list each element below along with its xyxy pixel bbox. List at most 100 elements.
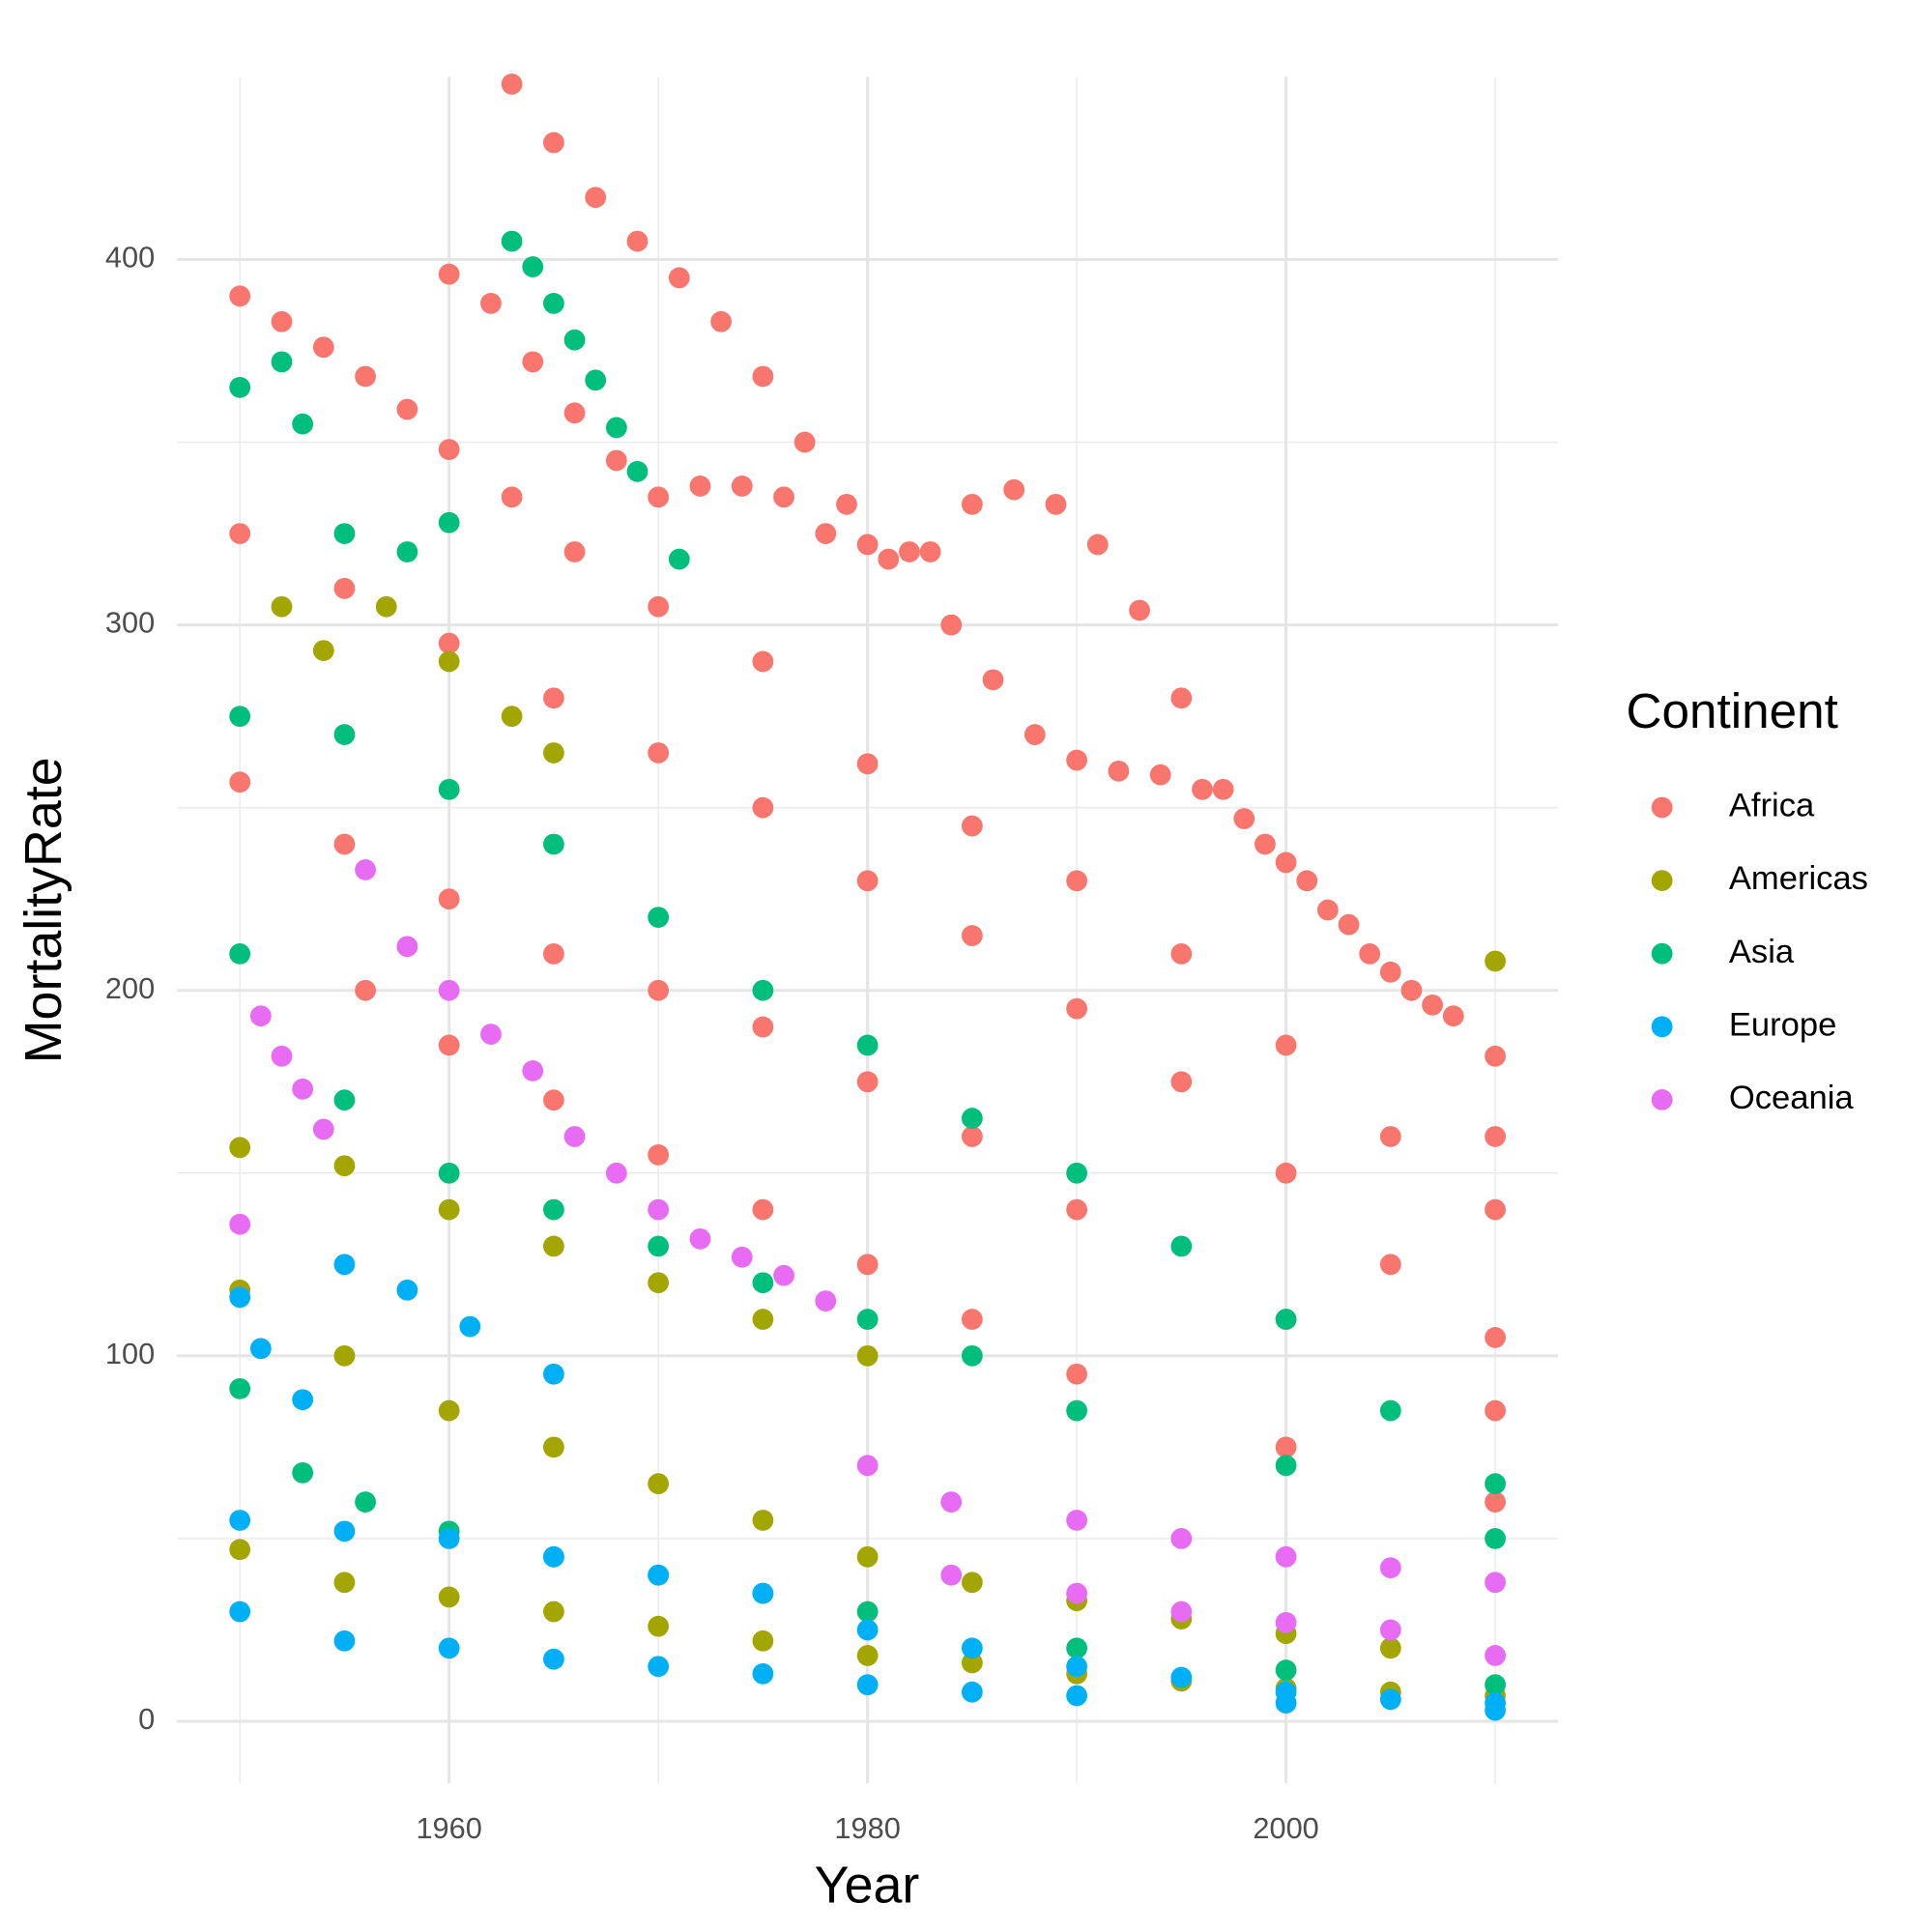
data-point — [648, 595, 670, 618]
data-point — [333, 1520, 356, 1543]
data-point — [333, 1254, 356, 1276]
data-point — [1485, 950, 1506, 972]
data-point — [438, 1162, 460, 1184]
data-point — [480, 292, 502, 314]
data-point — [1379, 1126, 1401, 1147]
data-point — [668, 267, 690, 289]
data-point — [229, 285, 251, 307]
data-point — [856, 1071, 879, 1093]
legend-label: Europe — [1729, 1006, 1837, 1043]
data-point — [731, 476, 753, 497]
legend-swatch — [1651, 942, 1673, 965]
data-point — [396, 936, 418, 958]
data-point — [605, 417, 627, 439]
data-point — [856, 1619, 879, 1641]
data-point — [1066, 749, 1088, 771]
data-point — [229, 1600, 251, 1623]
data-point — [1275, 1436, 1297, 1458]
data-point — [1275, 1455, 1297, 1477]
data-point — [878, 548, 900, 570]
data-point — [961, 1126, 983, 1147]
data-point — [1170, 1071, 1193, 1093]
data-point — [793, 431, 816, 453]
data-point — [543, 1198, 564, 1221]
data-point — [1379, 961, 1401, 983]
data-point — [543, 1436, 564, 1458]
data-point — [438, 439, 460, 461]
data-point — [1485, 1644, 1506, 1666]
data-point — [689, 1227, 711, 1250]
data-point — [543, 1600, 564, 1623]
data-point — [292, 413, 314, 435]
data-point — [1066, 1399, 1088, 1422]
data-point — [648, 1272, 670, 1294]
y-axis-title: MortalityRate — [14, 757, 72, 1063]
data-point — [333, 833, 356, 855]
data-point — [1485, 1528, 1506, 1549]
data-point — [438, 1637, 460, 1659]
data-point — [1296, 870, 1318, 892]
data-point — [648, 979, 670, 1001]
data-point — [648, 1235, 670, 1257]
data-point — [501, 706, 523, 728]
data-point — [731, 1246, 753, 1268]
data-point — [438, 1586, 460, 1608]
data-point — [752, 365, 774, 388]
data-point — [1170, 1666, 1193, 1688]
data-point — [438, 1528, 460, 1549]
legend-label: Oceania — [1729, 1080, 1855, 1116]
data-point — [919, 541, 941, 562]
data-point — [1045, 493, 1067, 515]
data-point — [899, 541, 920, 562]
data-point — [648, 907, 670, 928]
data-point — [333, 577, 356, 599]
data-point — [438, 1198, 460, 1221]
data-point — [1066, 1637, 1088, 1659]
data-point — [940, 1491, 963, 1513]
data-point — [648, 1656, 670, 1678]
data-point — [961, 493, 983, 515]
data-point — [815, 1290, 837, 1312]
data-point — [229, 1539, 251, 1561]
data-point — [1485, 1045, 1506, 1067]
data-point — [543, 1089, 564, 1111]
data-point — [940, 1564, 963, 1586]
data-point — [1170, 1235, 1193, 1257]
data-point — [648, 1143, 670, 1166]
data-point — [752, 1272, 774, 1294]
data-point — [1338, 913, 1360, 936]
data-point — [1170, 687, 1193, 709]
data-point — [752, 1629, 774, 1652]
data-point — [563, 329, 586, 351]
legend-swatch — [1651, 1016, 1673, 1038]
data-point — [752, 650, 774, 673]
data-point — [501, 73, 523, 95]
data-point — [856, 870, 879, 892]
data-point — [1086, 533, 1109, 556]
data-point — [438, 263, 460, 285]
data-point — [312, 336, 334, 359]
data-point — [605, 1162, 627, 1184]
legend-swatch — [1651, 796, 1673, 819]
data-point — [1485, 1572, 1506, 1594]
data-point — [648, 486, 670, 508]
data-point — [229, 706, 251, 728]
data-point — [292, 1389, 314, 1411]
data-point — [1379, 1557, 1401, 1579]
data-point — [522, 256, 544, 277]
data-point — [1379, 1637, 1401, 1659]
data-point — [773, 486, 794, 508]
data-point — [1170, 1528, 1193, 1549]
data-point — [752, 1309, 774, 1330]
data-point — [333, 1155, 356, 1177]
data-point — [355, 979, 376, 1001]
data-point — [438, 511, 460, 533]
data-point — [355, 365, 376, 388]
data-point — [501, 230, 523, 252]
data-point — [1275, 1692, 1297, 1714]
data-point — [292, 1078, 314, 1100]
data-point — [856, 1644, 879, 1666]
data-point — [752, 1016, 774, 1038]
data-point — [648, 742, 670, 764]
